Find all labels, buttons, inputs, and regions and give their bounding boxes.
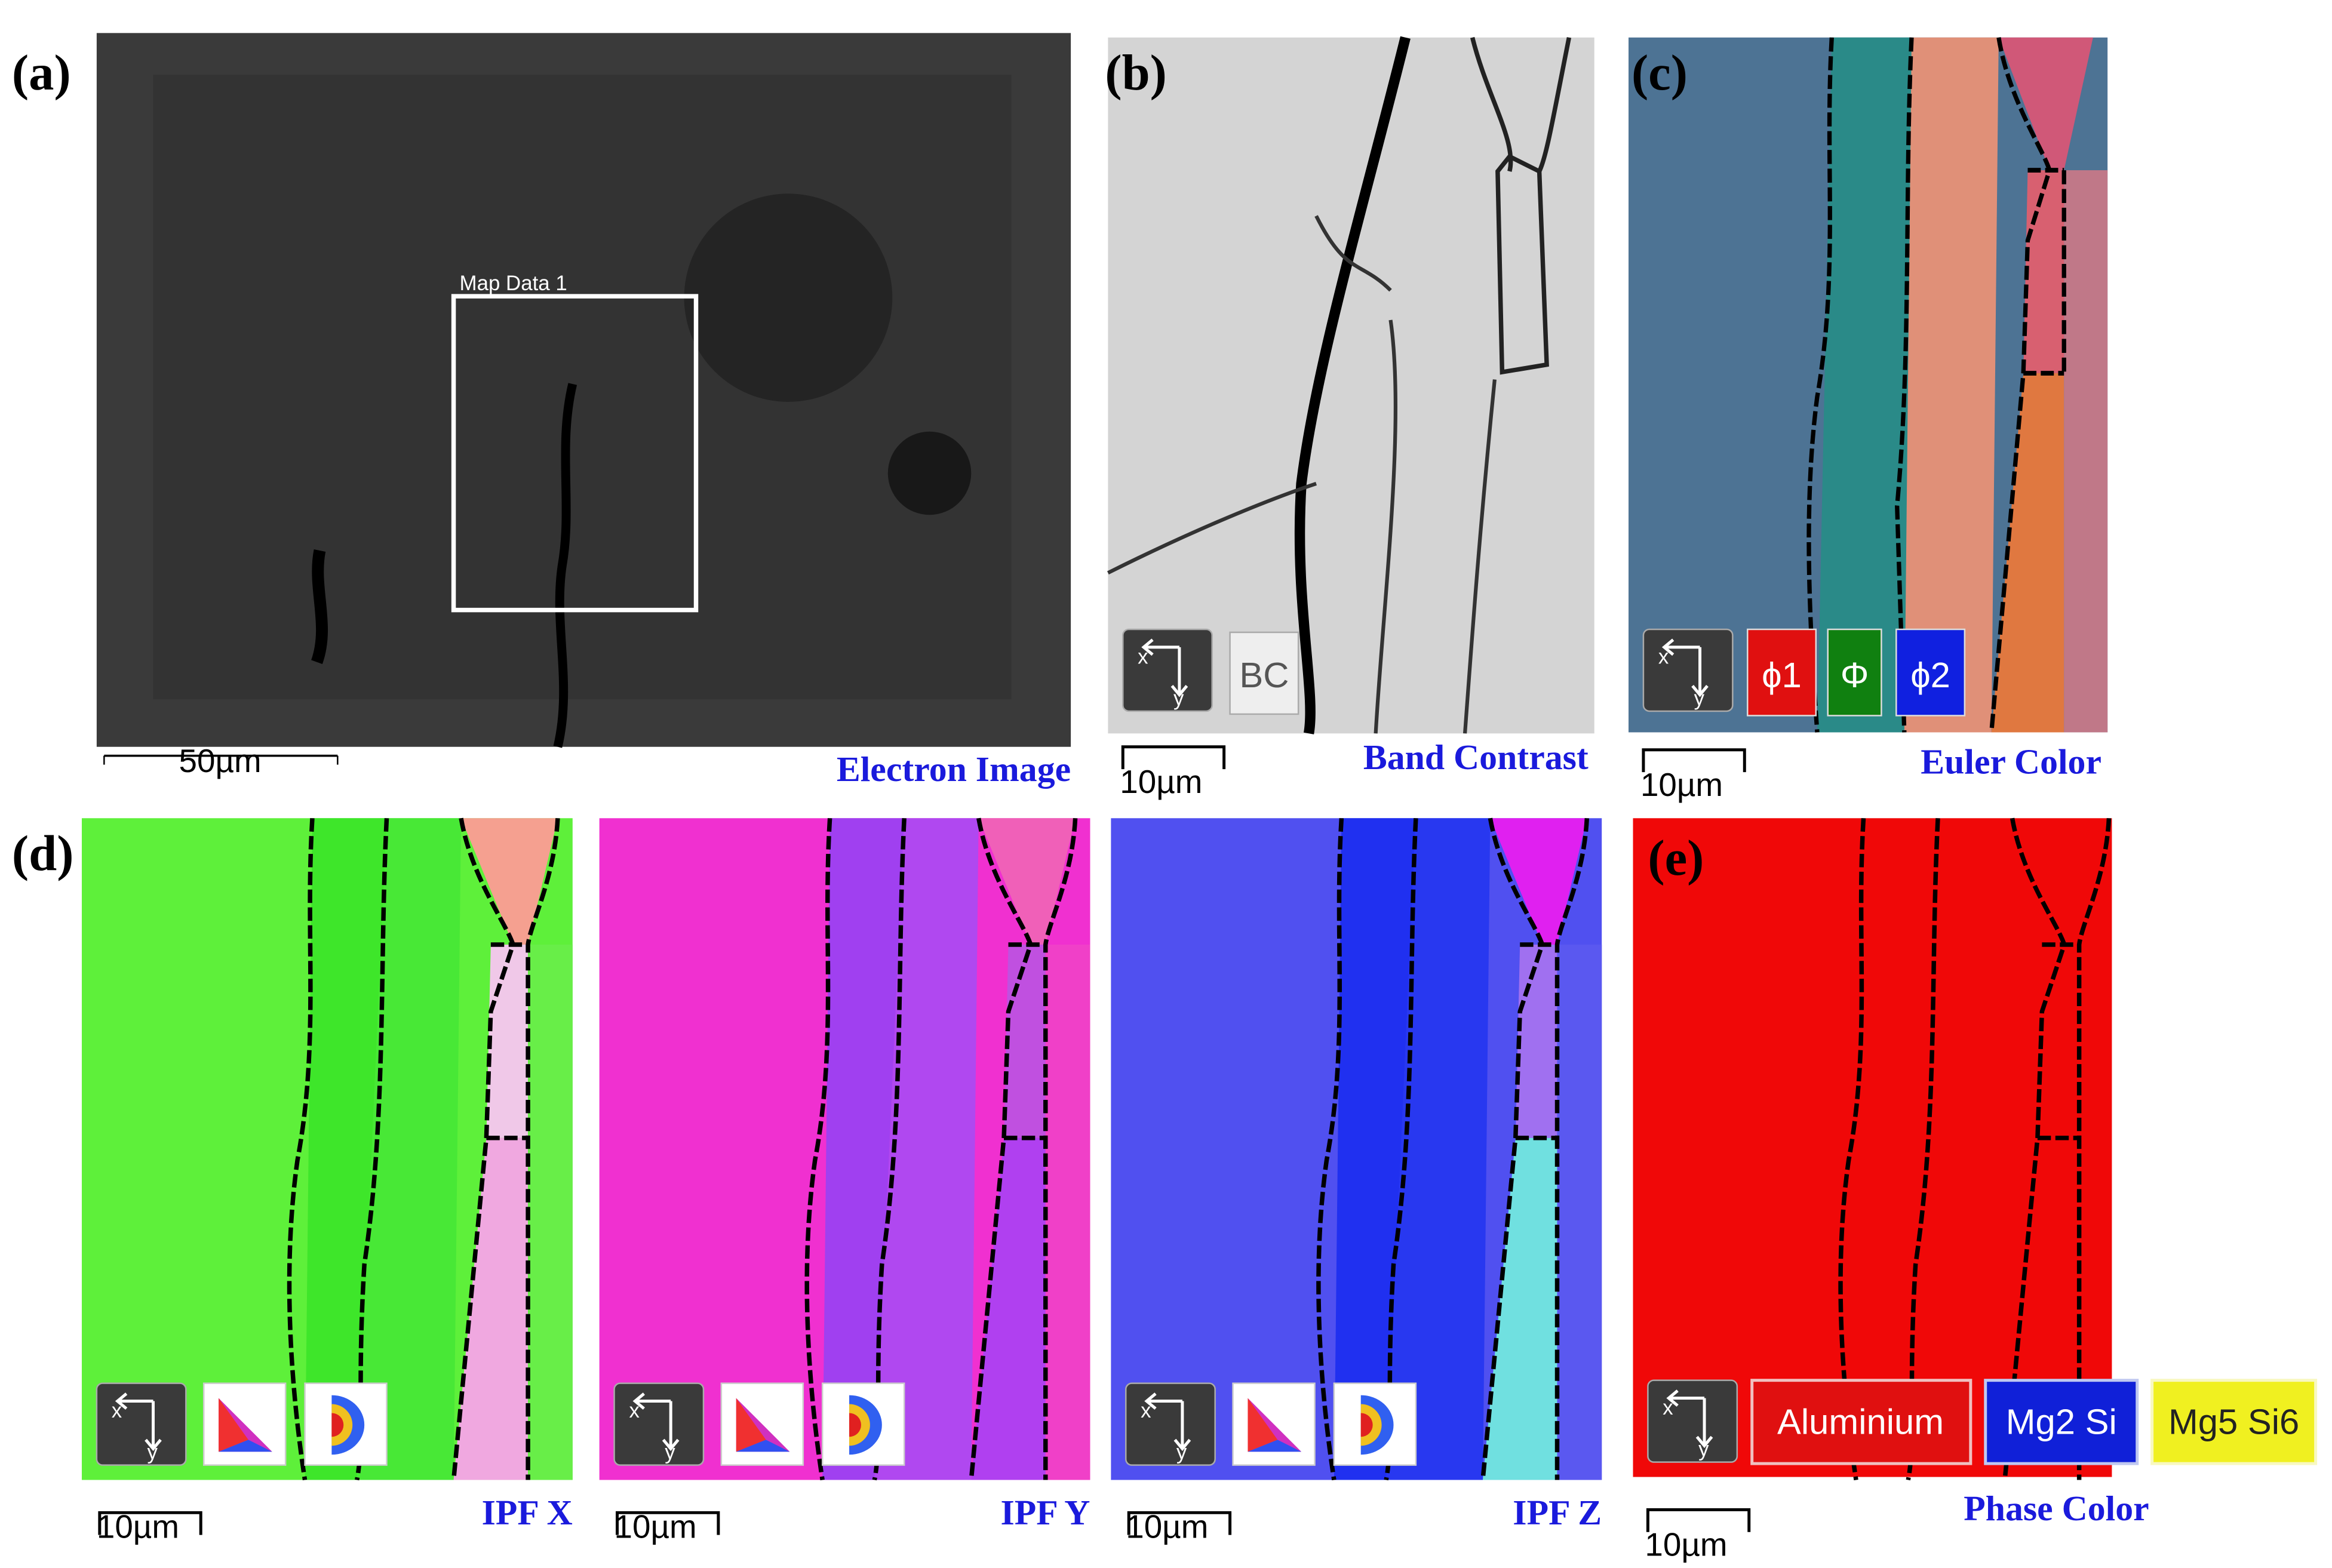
axis-x: x <box>1658 645 1669 668</box>
shape <box>1045 944 1090 1480</box>
legend-item: Φ <box>1841 655 1869 695</box>
shape <box>305 818 387 1480</box>
axis-y: y <box>1176 1441 1187 1464</box>
axis-x: x <box>1663 1396 1673 1419</box>
shape <box>1126 1383 1215 1465</box>
caption: Band Contrast <box>1363 737 1589 777</box>
shape <box>1004 944 1046 1138</box>
legend-item: ϕ2 <box>1910 655 1950 695</box>
legend-item: BC <box>1239 655 1289 695</box>
shape <box>720 1382 804 1466</box>
shape <box>461 818 558 945</box>
shape <box>1232 1382 1316 1466</box>
shape <box>453 1137 529 1480</box>
shape <box>821 1382 905 1466</box>
shape <box>971 1137 1046 1480</box>
axis-y: y <box>1173 687 1184 710</box>
ipf-map: x y IPF X 10µm <box>81 818 573 1545</box>
shape <box>822 818 905 1480</box>
roi-box <box>451 294 699 613</box>
axis-x: x <box>112 1399 122 1422</box>
axis-y: y <box>1694 687 1705 710</box>
caption: Phase Color <box>1964 1489 2149 1528</box>
axis-x: x <box>629 1399 640 1422</box>
shape <box>616 1511 720 1535</box>
ipf-map: x y IPF Y 10µm <box>599 818 1090 1545</box>
panel-c-overlay: x y ϕ1 Φ ϕ2 (c) Euler Color 10µm <box>1632 45 2101 803</box>
shape <box>486 944 529 1138</box>
caption: Electron Image <box>837 749 1071 789</box>
axis-y: y <box>1698 1438 1709 1461</box>
panel-label: (b) <box>1105 45 1166 101</box>
panel-label: (a) <box>12 45 71 101</box>
panel-label: (e) <box>1648 831 1704 886</box>
panel-label: (c) <box>1632 45 1688 101</box>
shape <box>528 944 573 1480</box>
shape <box>1557 944 1602 1480</box>
scale-bar: 10µm <box>1640 766 1723 803</box>
caption: IPF Y <box>1001 1493 1090 1532</box>
phase-map <box>1633 818 2112 1477</box>
shape <box>97 1383 186 1465</box>
caption: Euler Color <box>1921 742 2101 782</box>
shape <box>1515 944 1557 1138</box>
panel-a: Map Data 1 50µm (a) Electron Image <box>12 33 1071 789</box>
shape <box>1490 818 1587 945</box>
scale-bar: 50µm <box>179 742 262 779</box>
panel-c <box>1629 37 2108 733</box>
panel-b: x y BC (b) Band Contrast 10µm <box>1105 36 1594 800</box>
scale-bar: 10µm <box>1126 1508 1208 1545</box>
shape <box>98 1511 202 1535</box>
band-contrast-map <box>1108 37 1594 734</box>
legend-item: Aluminium <box>1777 1401 1944 1441</box>
scale-bar: 10µm <box>1120 763 1202 800</box>
ipf-map: x y IPF Z 10µm <box>1111 818 1602 1545</box>
axis-y: y <box>148 1441 158 1464</box>
scale-bar: 10µm <box>615 1508 697 1545</box>
shape <box>202 1382 287 1466</box>
axis-x: x <box>1141 1399 1151 1422</box>
scale-bar: 10µm <box>1645 1526 1727 1563</box>
axis-x: x <box>1138 645 1148 668</box>
shape <box>1333 1382 1417 1466</box>
caption: IPF Z <box>1513 1493 1602 1532</box>
legend-item: ϕ1 <box>1762 655 1802 695</box>
shape <box>1127 1511 1232 1535</box>
panel-e: x y Aluminium Mg2 Si Mg5 Si6 (e) Phase C… <box>1633 818 2318 1563</box>
legend-item: Mg2 Si <box>2006 1401 2117 1441</box>
axis-y: y <box>665 1441 675 1464</box>
shape <box>978 818 1076 945</box>
panel-label: (d) <box>12 826 73 881</box>
shape <box>304 1382 388 1466</box>
shape <box>1482 1137 1557 1480</box>
roi-label: Map Data 1 <box>460 272 567 295</box>
scale-bar: 10µm <box>97 1508 179 1545</box>
caption: IPF X <box>482 1493 573 1532</box>
shape <box>615 1383 703 1465</box>
shape <box>1334 818 1416 1480</box>
legend-item: Mg5 Si6 <box>2168 1401 2299 1441</box>
